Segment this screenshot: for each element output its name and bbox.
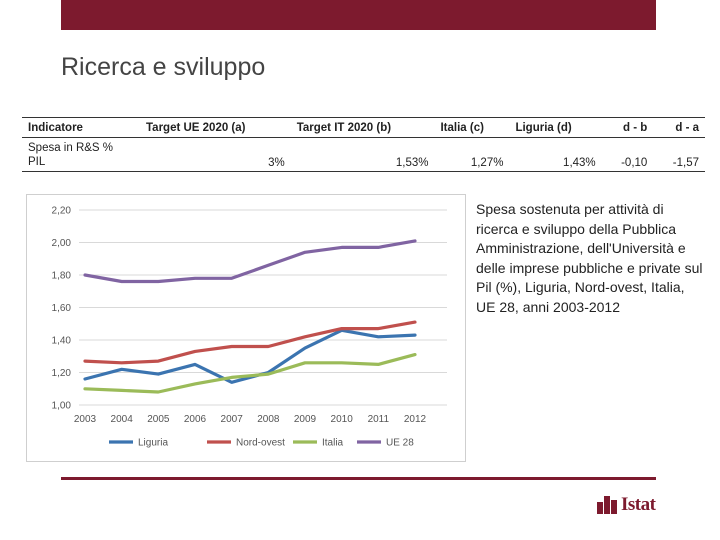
- x-tick-label: 2011: [368, 414, 390, 425]
- y-tick-label: 1,60: [52, 303, 72, 314]
- x-tick-label: 2003: [74, 414, 97, 425]
- x-tick-label: 2010: [331, 414, 354, 425]
- col-header-liguria: Liguria (d): [509, 117, 602, 138]
- istat-logo: Istat: [597, 494, 657, 518]
- table-row: Spesa in R&S % PIL 3% 1,53% 1,27% 1,43% …: [22, 137, 705, 172]
- x-tick-label: 2008: [257, 414, 280, 425]
- series-line-liguria: [83, 328, 417, 384]
- col-header-target-ue: Target UE 2020 (a): [140, 117, 291, 138]
- col-header-italia: Italia (c): [434, 117, 510, 138]
- x-tick-label: 2005: [147, 414, 170, 425]
- col-header-d-minus-a: d - a: [653, 117, 705, 138]
- cell-d-minus-b: -0,10: [601, 137, 654, 172]
- istat-logo-icon: [597, 496, 619, 514]
- series-line-nord-ovest: [83, 320, 417, 365]
- cell-target-it: 1,53%: [290, 137, 435, 172]
- slide-title: Ricerca e sviluppo: [61, 53, 266, 81]
- series-line-italia: [83, 353, 417, 394]
- legend-label-nord-ovest: Nord-ovest: [236, 438, 285, 449]
- y-tick-label: 2,20: [52, 206, 72, 217]
- y-tick-label: 1,00: [52, 401, 72, 412]
- cell-italia: 1,27%: [434, 137, 510, 172]
- col-header-d-minus-b: d - b: [601, 117, 654, 138]
- x-tick-label: 2004: [111, 414, 134, 425]
- cell-d-minus-a: -1,57: [653, 137, 705, 172]
- x-tick-label: 2006: [184, 414, 207, 425]
- table-header-row: Indicatore Target UE 2020 (a) Target IT …: [22, 117, 705, 138]
- istat-logo-text: Istat: [621, 494, 656, 515]
- top-banner-bar: [61, 0, 656, 30]
- y-tick-label: 1,40: [52, 336, 72, 347]
- y-tick-label: 1,20: [52, 368, 72, 379]
- legend-label-ue-28: UE 28: [386, 438, 414, 449]
- x-tick-label: 2012: [404, 414, 427, 425]
- x-tick-label: 2009: [294, 414, 317, 425]
- cell-indicator: Spesa in R&S % PIL: [22, 137, 140, 172]
- y-tick-label: 1,80: [52, 271, 72, 282]
- indicator-table: Indicatore Target UE 2020 (a) Target IT …: [22, 117, 705, 172]
- cell-liguria: 1,43%: [509, 137, 602, 172]
- col-header-target-it: Target IT 2020 (b): [290, 117, 435, 138]
- legend-label-liguria: Liguria: [138, 438, 168, 449]
- line-chart: 1,00 1,20 1,40 1,60 1,80 2,00 2,20 2003 2004 2005…: [26, 194, 466, 462]
- y-tick-label: 2,00: [52, 238, 72, 249]
- series-line-ue-28: [83, 239, 417, 284]
- chart-caption: Spesa sostenuta per attività di ricerca …: [476, 201, 703, 315]
- bottom-rule: [61, 477, 656, 480]
- cell-target-ue: 3%: [140, 137, 291, 172]
- indicator-line-2: PIL: [28, 155, 46, 168]
- x-tick-label: 2007: [221, 414, 244, 425]
- col-header-indicator: Indicatore: [22, 117, 140, 138]
- legend-label-italia: Italia: [322, 438, 344, 449]
- line-chart-svg: 1,00 1,20 1,40 1,60 1,80 2,00 2,20 2003 2004 2005…: [52, 206, 447, 449]
- indicator-line-1: Spesa in R&S %: [28, 141, 114, 154]
